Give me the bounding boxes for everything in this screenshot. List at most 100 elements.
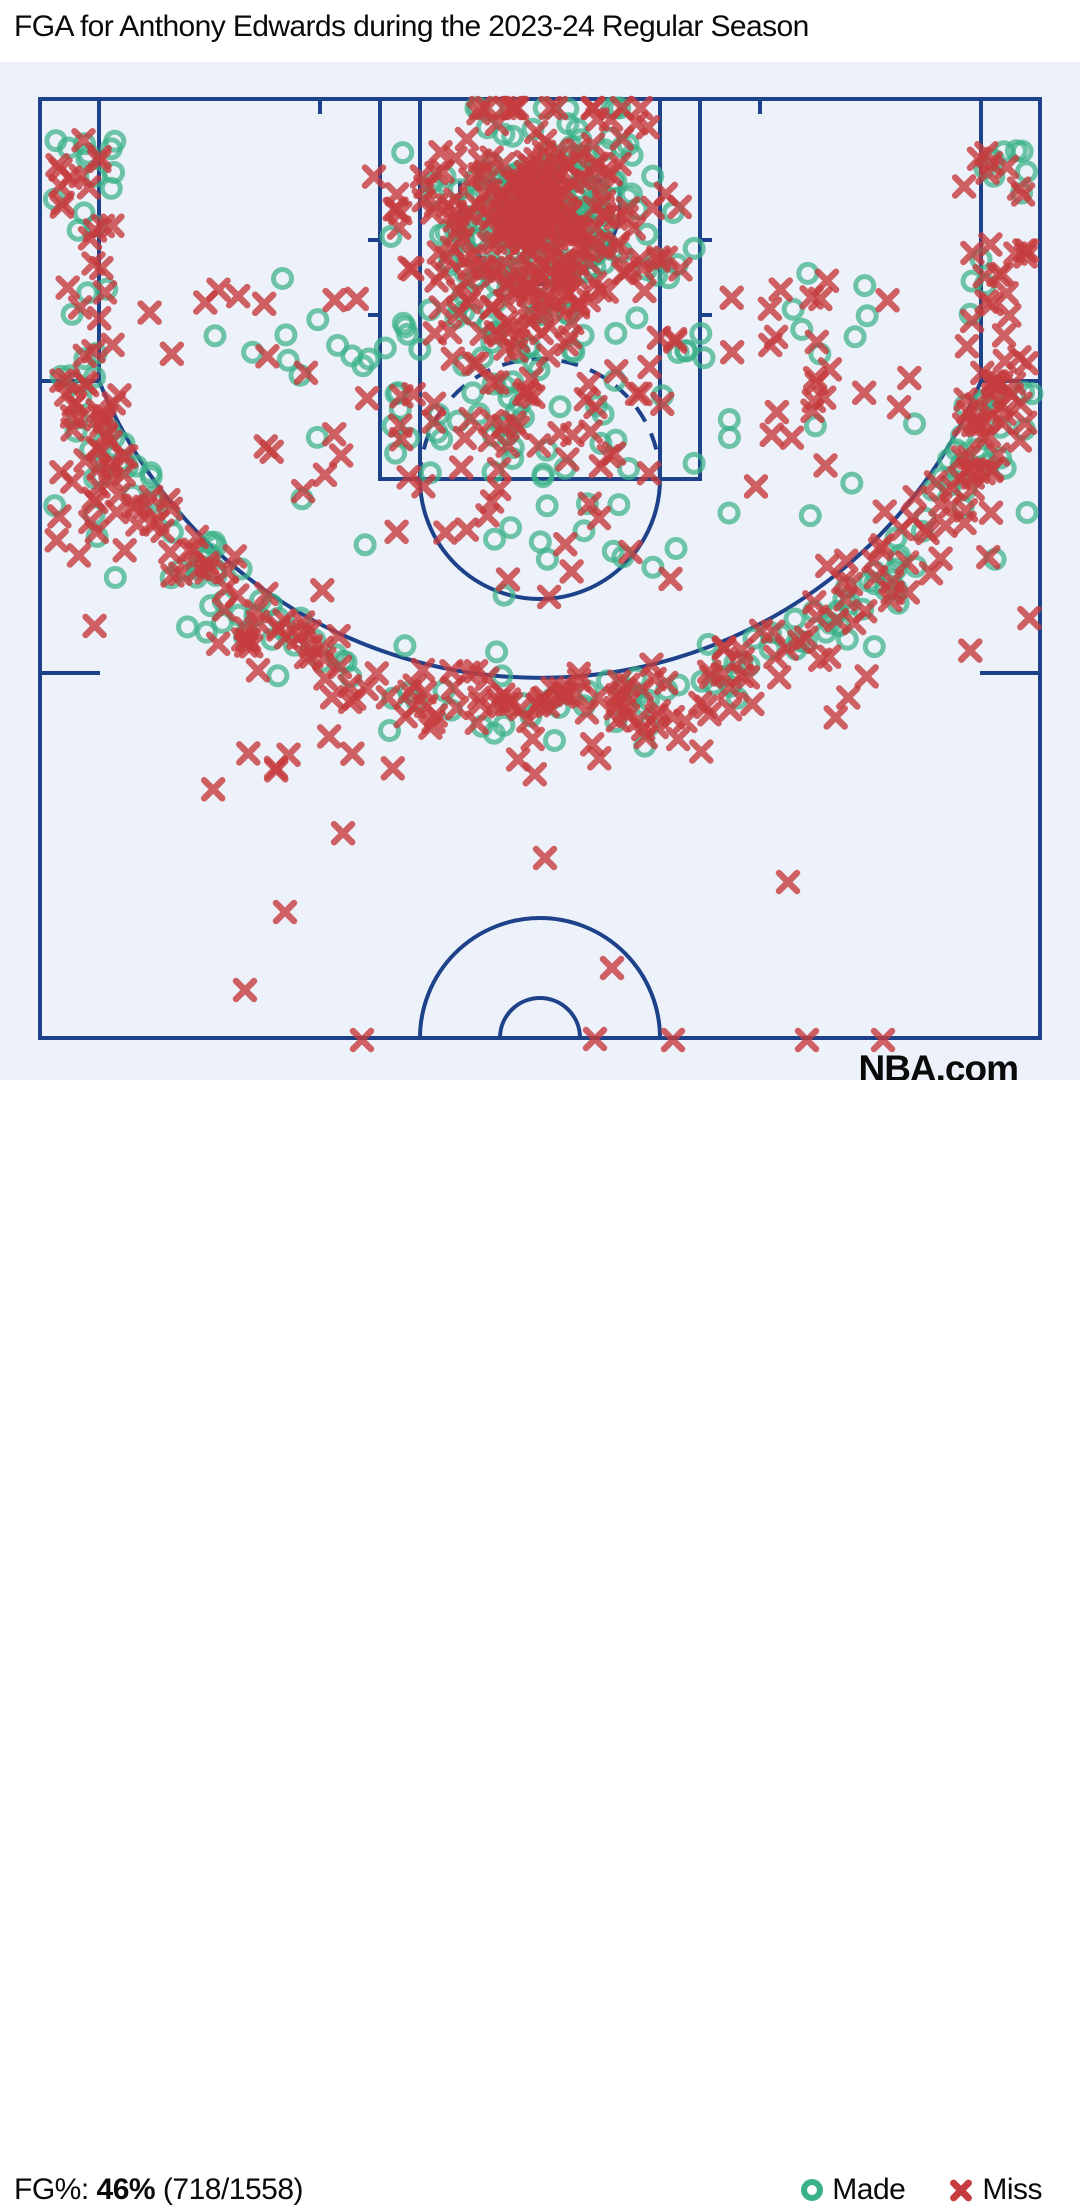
miss-shot-marker xyxy=(418,715,443,740)
made-marker-icon xyxy=(801,2179,824,2201)
miss-shot-marker xyxy=(953,387,978,412)
miss-shot-marker xyxy=(650,391,675,417)
fg-detail: (718/1558) xyxy=(155,2173,304,2206)
miss-shot-marker xyxy=(386,215,412,240)
miss-shot-marker xyxy=(717,696,743,722)
made-shot-marker xyxy=(604,321,628,345)
made-shot-marker xyxy=(266,664,290,688)
miss-shot-marker xyxy=(804,370,829,396)
miss-shot-marker xyxy=(521,384,546,410)
made-shot-marker xyxy=(396,322,420,346)
miss-shot-marker xyxy=(902,484,927,510)
miss-shot-marker xyxy=(646,245,671,270)
miss-shot-marker xyxy=(535,693,560,719)
made-shot-marker xyxy=(682,451,706,475)
miss-shot-marker xyxy=(495,273,521,298)
miss-shot-marker xyxy=(894,550,920,575)
miss-shot-marker xyxy=(833,548,859,573)
miss-shot-marker xyxy=(923,470,949,495)
miss-shot-marker xyxy=(530,193,555,218)
miss-shot-marker xyxy=(557,260,582,286)
miss-shot-marker xyxy=(456,289,481,315)
miss-shot-marker xyxy=(794,1027,820,1053)
miss-shot-marker xyxy=(112,538,137,563)
miss-shot-marker xyxy=(454,517,480,542)
legend-item-made[interactable]: Made xyxy=(801,2173,906,2207)
miss-shot-marker xyxy=(422,321,448,346)
miss-shot-marker xyxy=(485,370,510,395)
miss-shot-marker xyxy=(538,95,563,121)
miss-shot-marker xyxy=(618,539,643,565)
miss-shot-marker xyxy=(554,331,579,357)
miss-shot-marker xyxy=(321,421,347,447)
center-circle-inner xyxy=(498,996,582,1039)
miss-shot-marker xyxy=(804,329,830,355)
miss-shot-marker xyxy=(293,360,319,386)
miss-shot-marker xyxy=(47,504,72,529)
miss-shot-marker xyxy=(763,324,789,350)
miss-shot-marker xyxy=(45,152,70,178)
made-shot-marker xyxy=(485,640,509,664)
made-shot-marker xyxy=(556,112,580,136)
court-svg xyxy=(38,95,1044,1053)
made-shot-marker xyxy=(717,408,741,431)
miss-shot-marker xyxy=(740,691,765,717)
miss-shot-marker xyxy=(537,313,563,339)
made-shot-marker xyxy=(862,635,886,659)
miss-shot-marker xyxy=(997,303,1022,328)
made-shot-marker xyxy=(689,322,713,345)
miss-shot-marker xyxy=(958,638,983,663)
miss-shot-marker xyxy=(918,560,944,586)
miss-shot-marker xyxy=(915,520,940,546)
miss-shot-marker xyxy=(598,162,624,187)
miss-shot-marker xyxy=(272,899,298,925)
miss-shot-marker xyxy=(560,422,585,448)
miss-shot-marker xyxy=(326,623,351,649)
made-shot-marker xyxy=(271,267,294,290)
made-shot-marker xyxy=(853,274,877,298)
miss-shot-marker xyxy=(895,580,921,605)
miss-shot-marker xyxy=(87,455,112,480)
miss-shot-marker xyxy=(861,548,886,574)
miss-shot-marker xyxy=(384,182,410,207)
made-shot-marker xyxy=(99,176,123,200)
legend-item-miss[interactable]: Miss xyxy=(949,2173,1042,2207)
miss-shot-marker xyxy=(990,410,1015,436)
miss-shot-marker xyxy=(380,756,406,781)
miss-shot-marker xyxy=(158,496,184,521)
miss-shot-marker xyxy=(823,705,848,730)
miss-shot-marker xyxy=(159,341,185,367)
miss-shot-marker xyxy=(543,95,569,121)
miss-shot-marker xyxy=(364,661,390,686)
miss-shot-marker xyxy=(411,187,437,213)
miss-shot-marker xyxy=(181,537,206,563)
miss-shot-marker xyxy=(76,175,102,200)
miss-shot-marker xyxy=(951,174,977,199)
made-shot-marker xyxy=(625,306,649,330)
miss-shot-marker xyxy=(585,232,611,257)
miss-shot-marker xyxy=(609,126,635,151)
miss-shot-marker xyxy=(550,214,575,239)
miss-shot-marker xyxy=(824,607,850,633)
miss-shot-marker xyxy=(520,726,545,752)
miss-shot-marker xyxy=(689,739,714,764)
miss-shot-marker xyxy=(486,476,512,502)
miss-shot-marker xyxy=(160,563,185,588)
miss-shot-marker xyxy=(245,609,271,635)
miss-shot-marker xyxy=(970,360,995,386)
footer-bar: FG%: 46% (718/1558) Made Miss xyxy=(0,1080,1080,2206)
miss-shot-marker xyxy=(660,704,686,730)
miss-shot-marker xyxy=(933,513,958,538)
miss-shot-marker xyxy=(319,685,345,710)
miss-shot-marker xyxy=(582,1026,608,1052)
miss-shot-marker xyxy=(158,539,183,565)
miss-shot-marker xyxy=(979,291,1004,317)
miss-shot-marker xyxy=(98,429,124,455)
made-shot-marker xyxy=(781,297,805,321)
miss-shot-marker xyxy=(78,509,103,535)
miss-shot-marker xyxy=(410,657,436,683)
miss-shot-marker xyxy=(276,742,301,767)
made-shot-marker xyxy=(843,325,867,349)
miss-shot-marker xyxy=(100,332,125,358)
miss-shot-marker xyxy=(255,344,280,369)
